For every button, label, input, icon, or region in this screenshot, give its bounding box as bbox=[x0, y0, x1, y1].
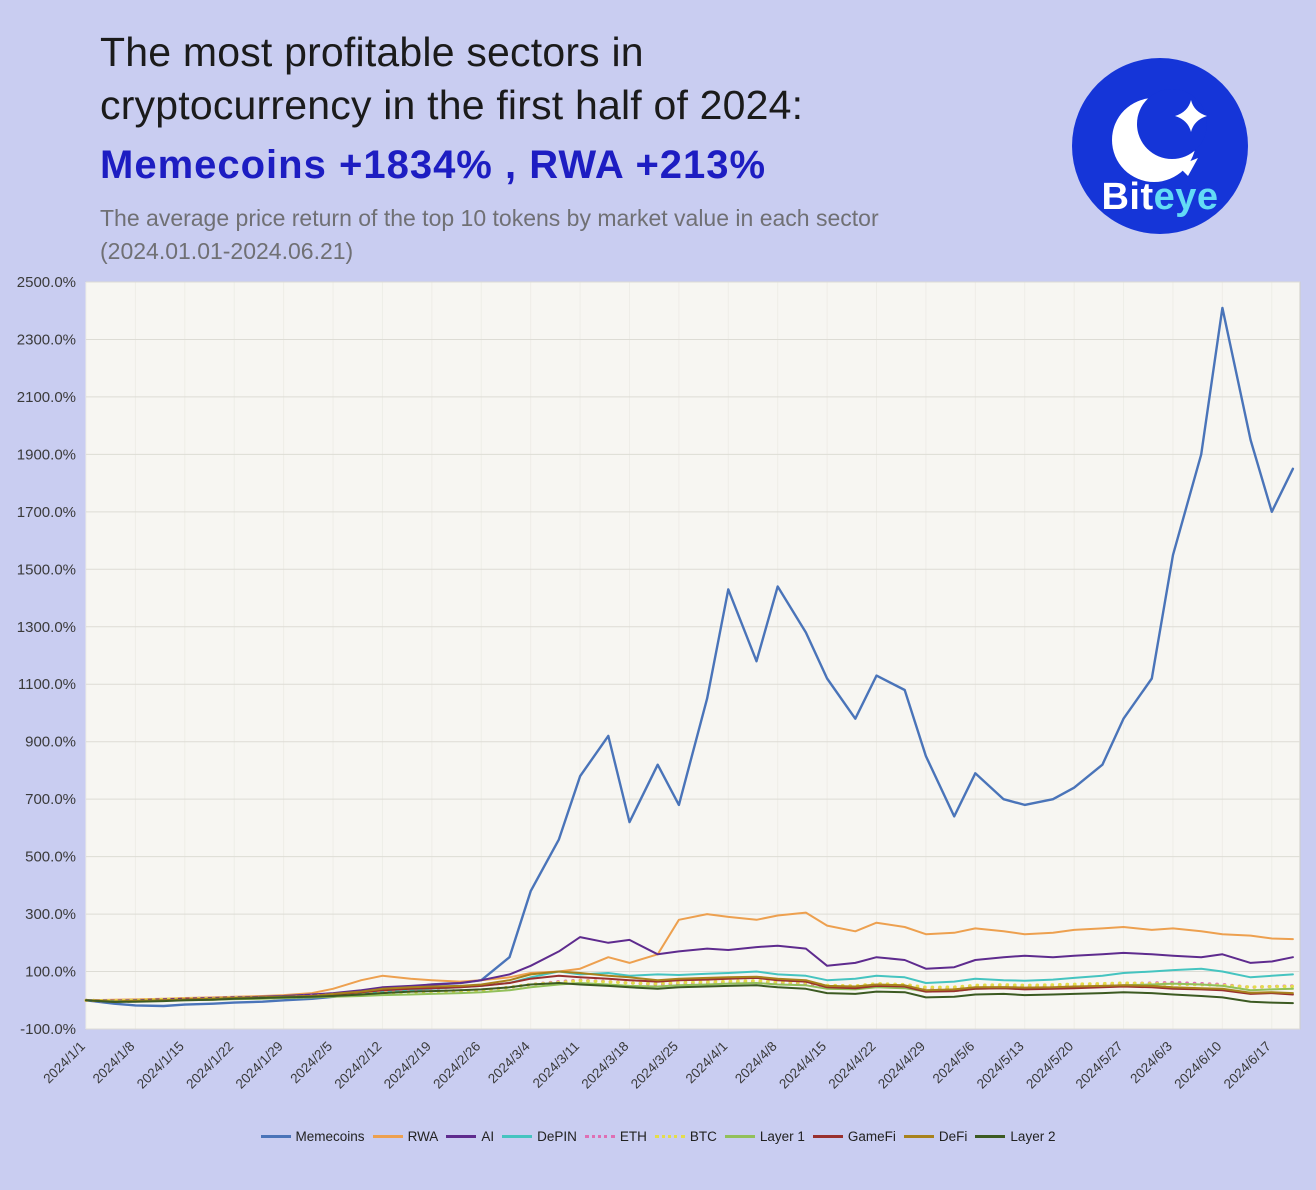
svg-text:700.0%: 700.0% bbox=[25, 791, 76, 808]
legend-item-layer-1: Layer 1 bbox=[724, 1129, 805, 1145]
svg-text:2100.0%: 2100.0% bbox=[17, 389, 76, 406]
legend-swatch bbox=[372, 1135, 403, 1139]
legend-label: BTC bbox=[689, 1129, 717, 1145]
svg-text:1300.0%: 1300.0% bbox=[17, 619, 76, 636]
svg-text:2024/6/10: 2024/6/10 bbox=[1171, 1039, 1224, 1092]
legend-item-gamefi: GameFi bbox=[812, 1129, 896, 1145]
legend-label: RWA bbox=[407, 1129, 439, 1145]
svg-text:2024/4/22: 2024/4/22 bbox=[826, 1039, 879, 1092]
legend-swatch bbox=[975, 1135, 1006, 1139]
svg-text:2024/2/26: 2024/2/26 bbox=[430, 1039, 483, 1092]
legend-item-defi: DeFi bbox=[903, 1129, 968, 1145]
svg-text:2024/3/18: 2024/3/18 bbox=[579, 1039, 632, 1092]
svg-text:2500.0%: 2500.0% bbox=[17, 274, 76, 291]
svg-text:1900.0%: 1900.0% bbox=[17, 447, 76, 464]
title-line-2: cryptocurrency in the first half of 2024… bbox=[100, 82, 804, 129]
sector-returns-chart: 2500.0% 2300.0% 2100.0% 1900.0% 1700.0% 1500.… bbox=[17, 274, 1301, 1092]
wordmark-eye: eye bbox=[1153, 176, 1219, 218]
svg-text:2024/4/15: 2024/4/15 bbox=[776, 1039, 829, 1092]
svg-text:2024/3/11: 2024/3/11 bbox=[530, 1039, 582, 1091]
title-line-1: The most profitable sectors in bbox=[100, 29, 644, 75]
legend-item-depin: DePIN bbox=[502, 1129, 577, 1144]
biteye-logo-mark bbox=[1072, 58, 1248, 234]
svg-text:2024/2/19: 2024/2/19 bbox=[381, 1039, 434, 1092]
chart-subtitle: The average price return of the top 10 t… bbox=[100, 204, 879, 231]
svg-text:2024/5/27: 2024/5/27 bbox=[1073, 1039, 1126, 1092]
legend-label: DePIN bbox=[537, 1129, 577, 1145]
chart-container: 2500.0% 2300.0% 2100.0% 1900.0% 1700.0% 1500.… bbox=[0, 274, 1316, 1137]
legend-item-rwa: RWA bbox=[372, 1129, 439, 1145]
svg-text:2024/1/29: 2024/1/29 bbox=[233, 1039, 286, 1092]
legend-swatch bbox=[903, 1135, 934, 1139]
legend-swatch bbox=[724, 1135, 755, 1139]
svg-text:2024/4/29: 2024/4/29 bbox=[875, 1039, 928, 1092]
svg-text:900.0%: 900.0% bbox=[25, 734, 76, 751]
legend-item-ai: AI bbox=[446, 1129, 494, 1144]
svg-text:2024/6/17: 2024/6/17 bbox=[1221, 1039, 1274, 1092]
legend-label: ETH bbox=[619, 1129, 647, 1145]
svg-text:2300.0%: 2300.0% bbox=[17, 332, 76, 349]
svg-text:2024/2/12: 2024/2/12 bbox=[331, 1039, 384, 1092]
svg-text:2024/1/1: 2024/1/1 bbox=[40, 1039, 88, 1087]
legend-label: GameFi bbox=[847, 1129, 896, 1145]
svg-text:2024/3/4: 2024/3/4 bbox=[485, 1038, 533, 1086]
legend-label: Layer 2 bbox=[1010, 1129, 1056, 1145]
svg-text:2024/5/20: 2024/5/20 bbox=[1023, 1039, 1076, 1092]
svg-text:1700.0%: 1700.0% bbox=[17, 504, 76, 521]
biteye-wordmark: Biteye bbox=[1060, 176, 1260, 219]
legend-item-layer-2: Layer 2 bbox=[975, 1129, 1055, 1144]
wordmark-bit: Bit bbox=[1101, 176, 1154, 218]
svg-text:2024/4/1: 2024/4/1 bbox=[683, 1039, 731, 1087]
legend-label: Layer 1 bbox=[759, 1129, 805, 1145]
svg-text:2024/2/5: 2024/2/5 bbox=[287, 1039, 335, 1087]
legend-item-memecoins: Memecoins bbox=[260, 1129, 365, 1145]
legend-swatch bbox=[654, 1135, 685, 1139]
date-range: (2024.01.01-2024.06.21) bbox=[100, 237, 354, 264]
legend-swatch bbox=[502, 1135, 533, 1139]
headline-returns: Memecoins +1834% , RWA +213% bbox=[100, 142, 767, 187]
legend-swatch bbox=[812, 1135, 843, 1139]
legend-swatch bbox=[260, 1135, 291, 1139]
svg-text:2024/1/15: 2024/1/15 bbox=[134, 1039, 187, 1092]
legend-swatch bbox=[584, 1135, 615, 1139]
svg-text:100.0%: 100.0% bbox=[25, 964, 76, 981]
svg-text:2024/6/3: 2024/6/3 bbox=[1127, 1039, 1175, 1087]
sparkle-star-icon bbox=[1175, 100, 1207, 132]
legend-item-eth: ETH bbox=[584, 1129, 647, 1145]
legend: Memecoins RWA AI DePIN ETH BTC Layer 1 GameFi De… bbox=[0, 1129, 1316, 1144]
svg-text:2024/1/8: 2024/1/8 bbox=[90, 1039, 138, 1087]
legend-item-btc: BTC bbox=[654, 1129, 717, 1145]
page-title: The most profitable sectors in cryptocur… bbox=[100, 26, 1316, 133]
header: The most profitable sectors in cryptocur… bbox=[0, 0, 1316, 268]
legend-label: DeFi bbox=[938, 1129, 968, 1145]
svg-text:2024/5/6: 2024/5/6 bbox=[930, 1039, 978, 1087]
svg-text:2024/5/13: 2024/5/13 bbox=[974, 1039, 1027, 1092]
svg-text:300.0%: 300.0% bbox=[25, 906, 76, 923]
svg-text:-100.0%: -100.0% bbox=[20, 1021, 76, 1038]
legend-swatch bbox=[446, 1135, 477, 1139]
svg-text:2024/3/25: 2024/3/25 bbox=[628, 1039, 681, 1092]
biteye-logo: Biteye bbox=[1060, 58, 1260, 248]
svg-text:2024/1/22: 2024/1/22 bbox=[183, 1039, 236, 1092]
svg-text:1500.0%: 1500.0% bbox=[17, 562, 76, 579]
legend-label: AI bbox=[481, 1129, 495, 1145]
svg-text:500.0%: 500.0% bbox=[25, 849, 76, 866]
legend-label: Memecoins bbox=[295, 1129, 365, 1145]
svg-text:1100.0%: 1100.0% bbox=[18, 677, 76, 694]
svg-text:2024/4/8: 2024/4/8 bbox=[732, 1039, 780, 1087]
